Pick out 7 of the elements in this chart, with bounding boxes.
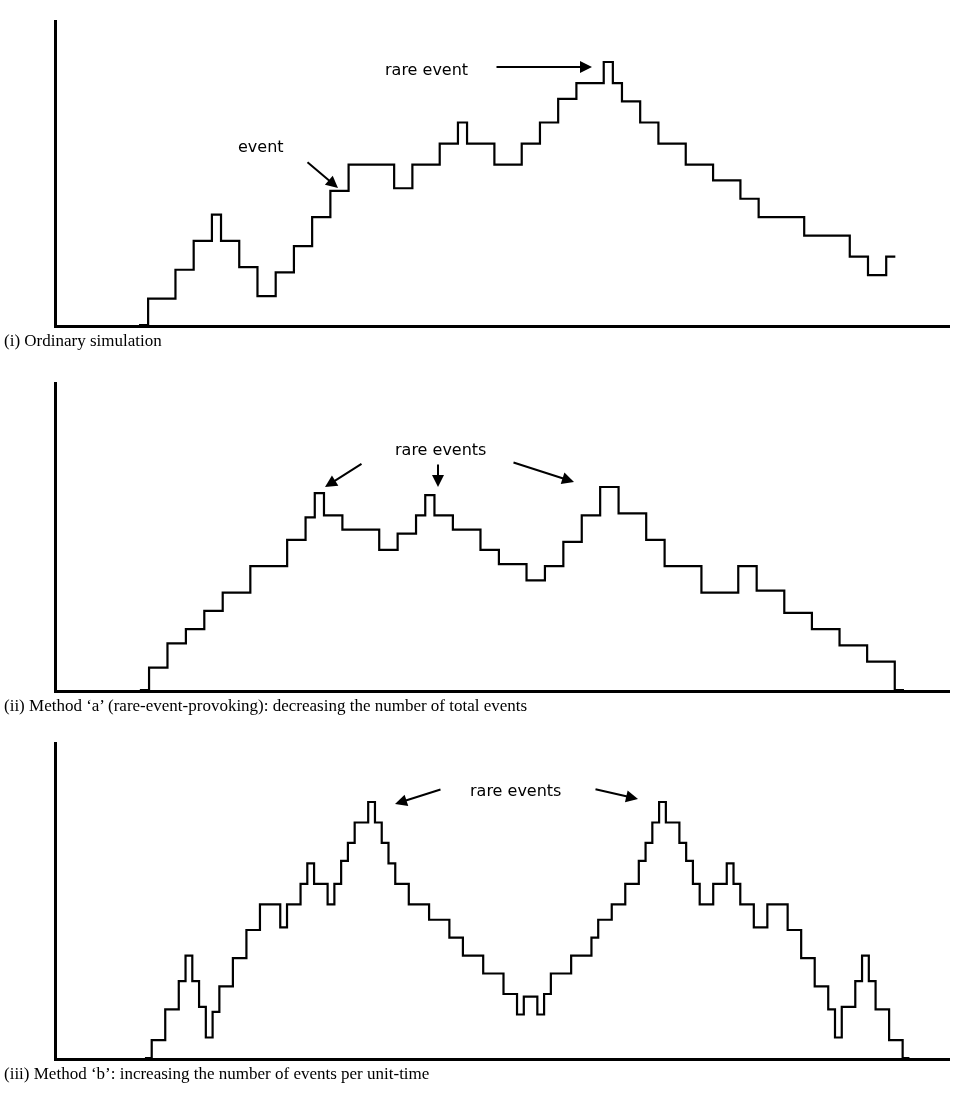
annotation: event <box>238 137 284 156</box>
text: (ii) Method ‘a’ (rare-event-provoking): decreasing the number of total events <box>4 696 528 715</box>
annotation: rare event <box>385 60 469 79</box>
text: rare events <box>395 440 487 459</box>
text: (i) Ordinary simulation <box>4 331 163 350</box>
text: (iii) Method ‘b’: increasing the number of events per unit-time <box>4 1064 430 1083</box>
text: rare events <box>470 781 562 800</box>
